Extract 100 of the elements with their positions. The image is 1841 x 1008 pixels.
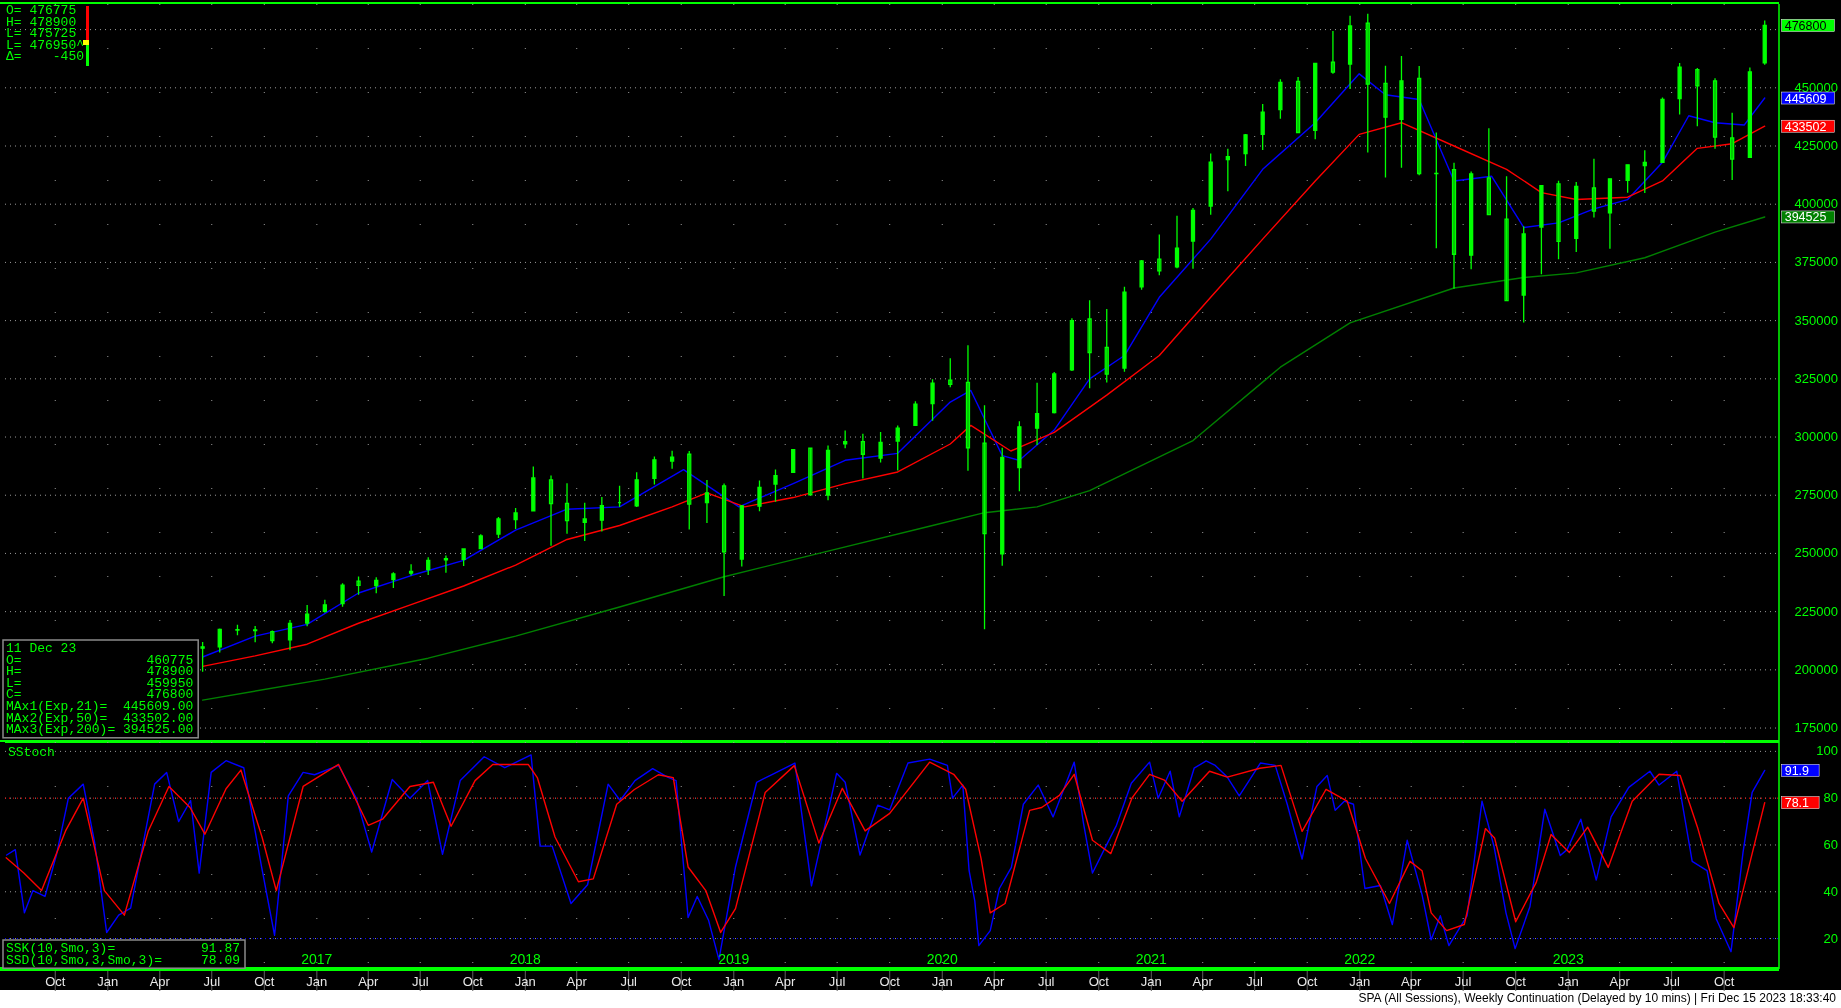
candlestick bbox=[496, 516, 501, 539]
y-tick-label: 100 bbox=[1816, 743, 1838, 759]
candlestick bbox=[235, 624, 240, 637]
candlestick bbox=[322, 599, 327, 614]
data-label: 91.9 bbox=[1784, 763, 1810, 778]
x-tick-label: Jul bbox=[203, 974, 221, 989]
candlestick bbox=[617, 485, 622, 508]
candlestick bbox=[1383, 65, 1388, 179]
x2-tick-label: 2017 bbox=[301, 951, 333, 967]
candlestick bbox=[461, 548, 466, 567]
x-tick-label: Jul bbox=[1454, 974, 1472, 989]
data-label: 394525 bbox=[1784, 210, 1827, 225]
candlestick bbox=[408, 563, 414, 577]
candlestick bbox=[721, 482, 727, 597]
x-tick-label: Apr bbox=[149, 974, 171, 989]
x2-tick-label: 2023 bbox=[1552, 951, 1585, 967]
line-series bbox=[201, 216, 1766, 701]
y-tick-label: 400000 bbox=[1794, 196, 1838, 212]
x-tick-label: Oct bbox=[254, 974, 275, 989]
x-tick-label: Oct bbox=[462, 974, 484, 989]
x-tick-label: Jan bbox=[514, 974, 536, 989]
x-tick-label: Jul bbox=[1037, 974, 1055, 989]
candlestick bbox=[1556, 180, 1561, 260]
x-tick-label: Oct bbox=[1714, 974, 1735, 989]
y-tick-label: 425000 bbox=[1794, 138, 1838, 154]
y-tick-label: 325000 bbox=[1794, 370, 1838, 386]
candlestick bbox=[253, 625, 258, 643]
x-tick-label: Jul bbox=[828, 974, 846, 989]
candlestick bbox=[1504, 175, 1509, 302]
x-tick-label: Jan bbox=[306, 974, 328, 989]
candlestick bbox=[1539, 184, 1544, 275]
x-tick-label: Apr bbox=[358, 974, 380, 989]
x2-tick-label: 2021 bbox=[1135, 951, 1168, 967]
candlestick bbox=[757, 479, 762, 512]
candlestick bbox=[878, 431, 883, 464]
y-tick-label: 60 bbox=[1823, 836, 1838, 852]
x-tick-label: Apr bbox=[1401, 974, 1422, 989]
candlestick bbox=[582, 502, 587, 542]
annotation: SSK(10,Smo,3)= 91.87 SSD(10,Smo,3,Smo,3)= 78.09 bbox=[6, 941, 241, 968]
candlestick bbox=[895, 424, 900, 472]
candlestick bbox=[1591, 158, 1597, 219]
candlestick bbox=[374, 576, 379, 594]
candlestick bbox=[1225, 148, 1230, 192]
candlestick bbox=[1677, 62, 1682, 116]
candlestick bbox=[704, 479, 710, 524]
candlestick bbox=[1695, 67, 1700, 127]
y-tick-label: 275000 bbox=[1794, 487, 1838, 503]
candlestick bbox=[443, 554, 449, 574]
y-tick-label: 375000 bbox=[1794, 254, 1838, 270]
y-tick-label: 20 bbox=[1823, 930, 1838, 946]
x-tick-label: Apr bbox=[1192, 974, 1214, 989]
candlestick bbox=[1451, 162, 1457, 290]
candlestick bbox=[356, 575, 361, 596]
x-tick-label: Oct bbox=[671, 974, 692, 989]
candlestick bbox=[652, 455, 657, 486]
annotation: 11 Dec 23 O= 460775 H= 478900 L= 459950 C= 476800 MAx1(Exp,21)= 445609.00 MAx2(Exp,50)= 433502.00 MAx3(Exp,200)= 394525.00 bbox=[6, 641, 194, 738]
candlestick bbox=[669, 450, 675, 470]
candlestick bbox=[1625, 163, 1630, 194]
y-tick-label: 300000 bbox=[1794, 429, 1838, 445]
candlestick bbox=[1730, 112, 1735, 181]
x-tick-label: Apr bbox=[984, 974, 1006, 989]
y-tick-label: 40 bbox=[1823, 883, 1838, 899]
x-tick-label: Jan bbox=[723, 974, 745, 989]
candlestick bbox=[548, 474, 554, 547]
x-tick-label: Jul bbox=[1246, 974, 1264, 989]
x-tick-label: Jan bbox=[97, 974, 119, 989]
x-tick-label: Apr bbox=[775, 974, 796, 989]
x2-tick-label: 2018 bbox=[509, 951, 542, 967]
x-tick-label: Oct bbox=[45, 974, 66, 989]
candlestick bbox=[843, 429, 848, 449]
candlestick bbox=[1642, 149, 1647, 194]
x-tick-label: Apr bbox=[566, 974, 588, 989]
candlestick bbox=[1122, 285, 1127, 373]
candlestick bbox=[773, 468, 778, 503]
candlestick bbox=[1660, 96, 1665, 164]
candlestick bbox=[1434, 131, 1439, 249]
x2-tick-label: 2022 bbox=[1344, 951, 1376, 967]
x-tick-label: Jan bbox=[1557, 974, 1579, 989]
y-tick-label: 175000 bbox=[1794, 720, 1838, 736]
candlestick bbox=[1347, 15, 1353, 90]
candlestick bbox=[1174, 215, 1180, 269]
y-tick-label: 250000 bbox=[1794, 545, 1838, 561]
candlestick bbox=[1104, 308, 1109, 384]
candlestick bbox=[340, 582, 345, 608]
candlestick bbox=[513, 507, 518, 530]
y-tick-label: 200000 bbox=[1794, 661, 1838, 677]
x-tick-label: Jan bbox=[1140, 974, 1162, 989]
candlestick bbox=[1190, 207, 1196, 270]
y-tick-label: 225000 bbox=[1794, 603, 1838, 619]
annotation: 476800 bbox=[1784, 18, 1827, 33]
annotation: O= 476775 H= 478900 L= 475725 L= 476950^ Δ= -450 bbox=[6, 3, 85, 65]
candlestick bbox=[391, 571, 396, 589]
candlestick bbox=[1486, 127, 1491, 216]
candlestick bbox=[599, 496, 604, 533]
candlestick bbox=[948, 357, 953, 388]
candlestick bbox=[1017, 420, 1022, 492]
x-tick-label: Jul bbox=[1663, 974, 1681, 989]
x-tick-label: Oct bbox=[1505, 974, 1527, 989]
candlestick bbox=[1278, 78, 1283, 120]
candlestick bbox=[1139, 259, 1144, 291]
